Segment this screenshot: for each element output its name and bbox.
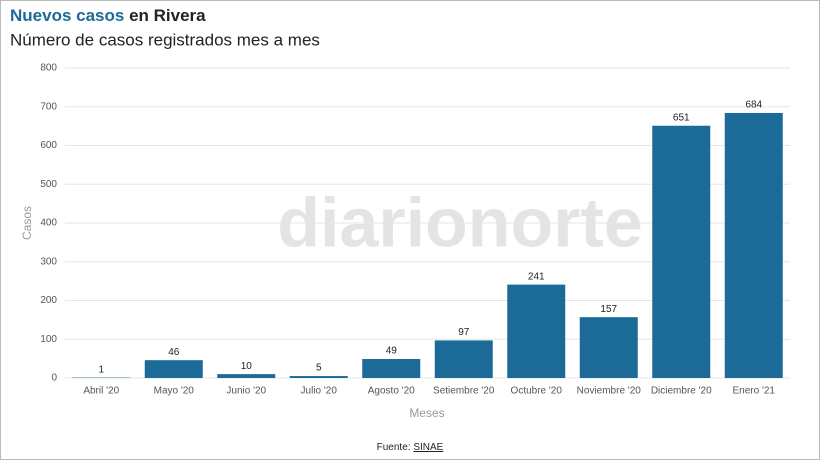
y-tick-label: 0	[51, 373, 57, 384]
title-highlight: Nuevos casos	[10, 6, 124, 25]
x-tick-label: Agosto '20	[368, 386, 415, 397]
x-tick-label: Diciembre '20	[651, 386, 712, 397]
source: Fuente: SINAE	[377, 442, 444, 453]
bar	[434, 340, 493, 378]
y-tick-label: 600	[40, 140, 57, 151]
bar	[579, 317, 638, 378]
watermark: diarionorte	[277, 183, 643, 261]
x-tick-label: Junio '20	[226, 386, 266, 397]
source-label: Fuente:	[377, 442, 411, 453]
value-label: 46	[168, 347, 180, 358]
y-tick-label: 100	[40, 334, 57, 345]
source-link[interactable]: SINAE	[413, 442, 443, 453]
value-label: 97	[458, 327, 470, 338]
x-tick-label: Abril '20	[83, 386, 119, 397]
bar	[652, 125, 711, 378]
bar	[144, 360, 203, 378]
x-tick-label: Noviembre '20	[577, 386, 642, 397]
y-tick-label: 700	[40, 101, 57, 112]
y-tick-label: 500	[40, 179, 57, 190]
y-tick-label: 200	[40, 295, 57, 306]
bar	[362, 359, 421, 378]
value-label: 49	[386, 346, 398, 357]
value-label: 5	[316, 363, 322, 374]
y-tick-label: 300	[40, 256, 57, 267]
x-tick-label: Enero '21	[733, 386, 776, 397]
chart-title: Nuevos casos en Rivera	[10, 6, 206, 25]
x-tick-label: Julio '20	[301, 386, 338, 397]
y-tick-label: 400	[40, 218, 57, 229]
value-label: 241	[528, 271, 545, 282]
chart-subtitle: Número de casos registrados mes a mes	[10, 30, 320, 49]
bar	[507, 284, 566, 378]
y-axis-label: Casos	[20, 206, 34, 240]
value-label: 1	[98, 364, 104, 375]
bar	[289, 376, 348, 378]
x-axis-label: Meses	[409, 406, 444, 420]
x-tick-label: Mayo '20	[154, 386, 195, 397]
bar	[217, 374, 276, 378]
x-tick-label: Setiembre '20	[433, 386, 495, 397]
bar	[724, 112, 783, 378]
value-label: 684	[745, 100, 762, 111]
x-tick-label: Octubre '20	[511, 386, 563, 397]
y-tick-label: 800	[40, 63, 57, 74]
value-label: 157	[600, 304, 617, 315]
title-rest: en Rivera	[129, 6, 206, 25]
value-label: 651	[673, 112, 690, 123]
value-label: 10	[241, 361, 253, 372]
